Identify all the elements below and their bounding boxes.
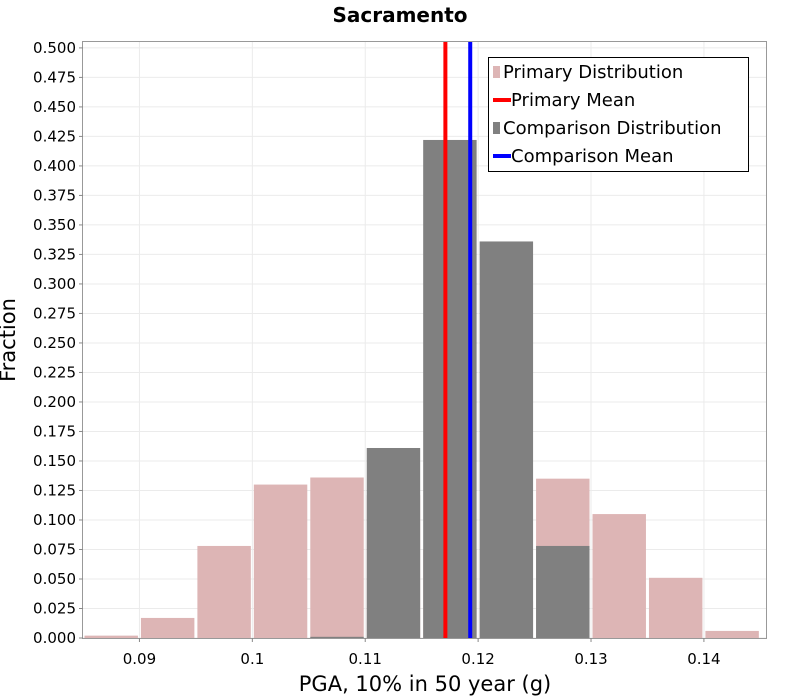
x-tick-label: 0.1 (240, 650, 264, 668)
y-tick-label: 0.375 (33, 186, 76, 204)
y-tick-label: 0.150 (33, 452, 76, 470)
x-tick-label: 0.09 (123, 650, 156, 668)
x-axis-label: PGA, 10% in 50 year (g) (299, 672, 551, 696)
comparison-bar (479, 241, 534, 638)
primary-bar (648, 577, 703, 638)
plot-area-border (82, 41, 767, 639)
legend-label-primary-mean: Primary Mean (511, 90, 635, 111)
legend-label-comparison-mean: Comparison Mean (511, 146, 674, 167)
comparison-bar (366, 447, 421, 638)
legend: Primary Distribution Primary Mean Comparis… (488, 57, 749, 172)
y-tick-label: 0.100 (33, 511, 76, 529)
x-tick-label: 0.13 (574, 650, 607, 668)
y-tick-label: 0.325 (33, 245, 76, 263)
legend-swatch-comparison-distribution (493, 122, 500, 134)
y-tick-label: 0.475 (33, 68, 76, 86)
legend-swatch-primary-distribution (493, 66, 500, 78)
chart-title: Sacramento (332, 3, 467, 27)
primary-bar (84, 635, 138, 638)
primary-bar (197, 545, 251, 638)
comparison-bar (536, 545, 590, 638)
y-tick-label: 0.025 (33, 599, 76, 617)
x-tick-label: 0.14 (687, 650, 720, 668)
primary-distribution-bars (84, 477, 759, 638)
primary-bar (592, 514, 646, 638)
comparison-bar (423, 139, 477, 639)
y-tick-label: 0.050 (33, 570, 76, 588)
legend-label-comparison-distribution: Comparison Distribution (503, 118, 722, 139)
comparison-distribution-bars (310, 139, 590, 639)
x-axis-ticks: 0.09 0.1 0.11 0.12 0.13 0.14 (123, 638, 721, 668)
y-tick-label: 0.400 (33, 157, 76, 175)
mean-lines (443, 42, 473, 638)
y-tick-label: 0.175 (33, 422, 76, 440)
primary-bar (140, 617, 195, 638)
y-tick-label: 0.225 (33, 363, 76, 381)
primary-bar (253, 484, 308, 638)
y-tick-label: 0.425 (33, 127, 76, 145)
y-tick-label: 0.075 (33, 540, 76, 558)
y-tick-label: 0.300 (33, 275, 76, 293)
legend-label-primary-distribution: Primary Distribution (503, 62, 683, 83)
comparison-bar (310, 636, 364, 638)
y-axis-label: Fraction (0, 298, 20, 382)
y-tick-label: 0.000 (33, 629, 76, 647)
legend-box (488, 57, 749, 172)
y-axis-ticks: 0.000 0.025 0.050 0.075 0.100 0.125 0.150 0.175… (33, 39, 83, 647)
y-tick-label: 0.200 (33, 393, 76, 411)
y-tick-label: 0.450 (33, 98, 76, 116)
y-tick-label: 0.250 (33, 334, 76, 352)
y-tick-label: 0.350 (33, 216, 76, 234)
y-tick-label: 0.125 (33, 481, 76, 499)
primary-bar (705, 630, 759, 638)
primary-bar (310, 477, 364, 638)
y-tick-label: 0.275 (33, 304, 76, 322)
y-tick-label: 0.500 (33, 39, 76, 57)
x-tick-label: 0.12 (461, 650, 494, 668)
x-tick-label: 0.11 (349, 650, 382, 668)
